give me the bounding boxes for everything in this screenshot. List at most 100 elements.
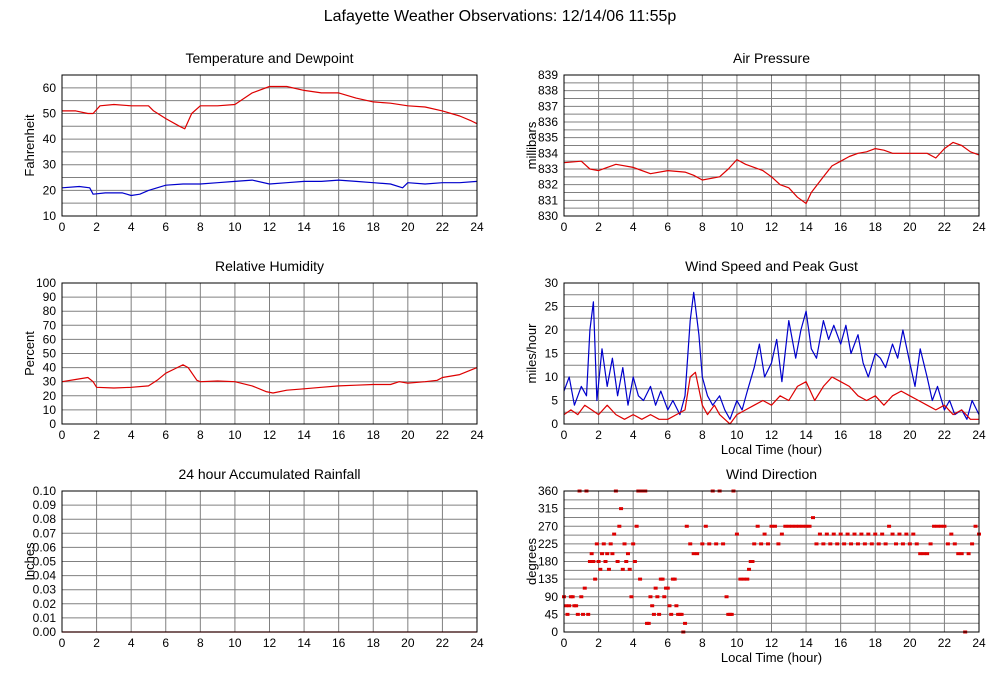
- x-tick-label: 4: [630, 220, 637, 234]
- y-tick-label: 60: [43, 81, 57, 95]
- data-point: [651, 612, 656, 616]
- y-tick-label: 0.06: [33, 540, 57, 554]
- y-tick-label: 0.03: [33, 583, 57, 597]
- data-point: [772, 524, 777, 528]
- data-point: [932, 524, 937, 528]
- data-point: [570, 595, 575, 599]
- x-tick-label: 4: [128, 428, 135, 442]
- data-point: [897, 532, 902, 536]
- plot-frame: [563, 490, 980, 633]
- data-point: [824, 532, 829, 536]
- x-tick-label: 0: [561, 220, 568, 234]
- y-tick-label: 833: [538, 162, 558, 176]
- data-point: [634, 524, 639, 528]
- data-point: [582, 586, 587, 590]
- y-axis-label: miles/hour: [524, 323, 539, 384]
- data-point: [615, 560, 620, 563]
- data-point: [650, 604, 655, 608]
- data-point: [691, 552, 696, 556]
- data-point: [786, 524, 791, 528]
- x-tick-label: 18: [367, 636, 381, 650]
- y-tick-label: 0.02: [33, 597, 57, 611]
- y-tick-label: 835: [538, 131, 558, 145]
- plot-frame: [61, 282, 478, 425]
- x-tick-label: 16: [332, 636, 346, 650]
- data-point: [605, 552, 610, 556]
- x-tick-label: 14: [297, 428, 311, 442]
- y-tick-label: 100: [36, 276, 56, 290]
- series-line-1: [563, 371, 979, 425]
- y-tick-label: 50: [43, 347, 57, 361]
- data-point: [811, 516, 815, 520]
- x-tick-label: 12: [765, 636, 779, 650]
- page-title: Lafayette Weather Observations: 12/14/06…: [323, 8, 677, 25]
- data-point: [724, 595, 729, 599]
- x-tick-label: 6: [664, 636, 671, 650]
- data-point: [648, 595, 653, 599]
- x-tick-label: 14: [297, 636, 311, 650]
- data-point: [838, 532, 843, 536]
- series-line-0: [563, 291, 980, 420]
- data-point: [949, 532, 954, 536]
- data-point: [669, 612, 674, 616]
- x-tick-label: 12: [263, 220, 277, 234]
- x-tick-label: 4: [630, 636, 637, 650]
- x-tick-label: 22: [938, 220, 952, 234]
- data-point: [683, 621, 688, 625]
- data-point: [672, 577, 677, 581]
- y-tick-label: 5: [551, 394, 558, 408]
- data-point: [574, 604, 579, 608]
- y-tick-label: 180: [538, 555, 558, 569]
- y-tick-label: 0: [49, 417, 56, 431]
- x-tick-label: 14: [799, 220, 813, 234]
- data-point: [610, 552, 615, 556]
- data-point: [790, 524, 795, 528]
- data-point: [762, 532, 767, 536]
- x-tick-label: 22: [938, 428, 952, 442]
- data-point: [928, 542, 933, 546]
- data-point: [734, 532, 739, 536]
- chart-title: Air Pressure: [733, 50, 810, 66]
- series-line-1: [61, 179, 478, 197]
- data-point: [797, 524, 802, 528]
- x-tick-label: 12: [765, 220, 779, 234]
- x-tick-label: 8: [699, 428, 706, 442]
- x-tick-label: 24: [470, 636, 484, 650]
- data-point: [662, 595, 667, 599]
- y-tick-label: 30: [43, 375, 57, 389]
- data-point: [591, 560, 596, 563]
- data-point: [814, 542, 819, 546]
- y-tick-label: 837: [538, 99, 558, 113]
- x-tick-label: 6: [664, 428, 671, 442]
- data-point: [793, 524, 798, 528]
- data-point: [835, 542, 840, 546]
- data-point: [606, 567, 611, 571]
- data-point: [890, 532, 895, 536]
- x-tick-label: 18: [367, 220, 381, 234]
- x-tick-label: 8: [197, 428, 204, 442]
- data-point: [632, 560, 637, 563]
- x-tick-label: 20: [401, 636, 415, 650]
- y-tick-label: 0.01: [33, 611, 57, 625]
- data-point: [579, 595, 584, 599]
- y-tick-label: 25: [545, 300, 559, 314]
- plot-frame: [563, 282, 980, 425]
- y-tick-label: 70: [43, 318, 57, 332]
- data-point: [883, 542, 888, 546]
- x-tick-label: 4: [128, 220, 135, 234]
- data-point: [627, 567, 632, 571]
- data-point: [565, 612, 570, 616]
- plot-frame: [563, 74, 980, 217]
- x-tick-label: 20: [903, 636, 917, 650]
- x-tick-label: 2: [595, 220, 602, 234]
- y-tick-label: 0: [551, 625, 558, 639]
- y-tick-label: 30: [545, 276, 559, 290]
- y-axis-label: Fahrenheit: [22, 114, 37, 177]
- y-tick-label: 831: [538, 193, 558, 207]
- data-point: [620, 567, 625, 571]
- data-point: [596, 560, 601, 563]
- data-point: [747, 567, 752, 571]
- y-tick-label: 0.10: [33, 484, 57, 498]
